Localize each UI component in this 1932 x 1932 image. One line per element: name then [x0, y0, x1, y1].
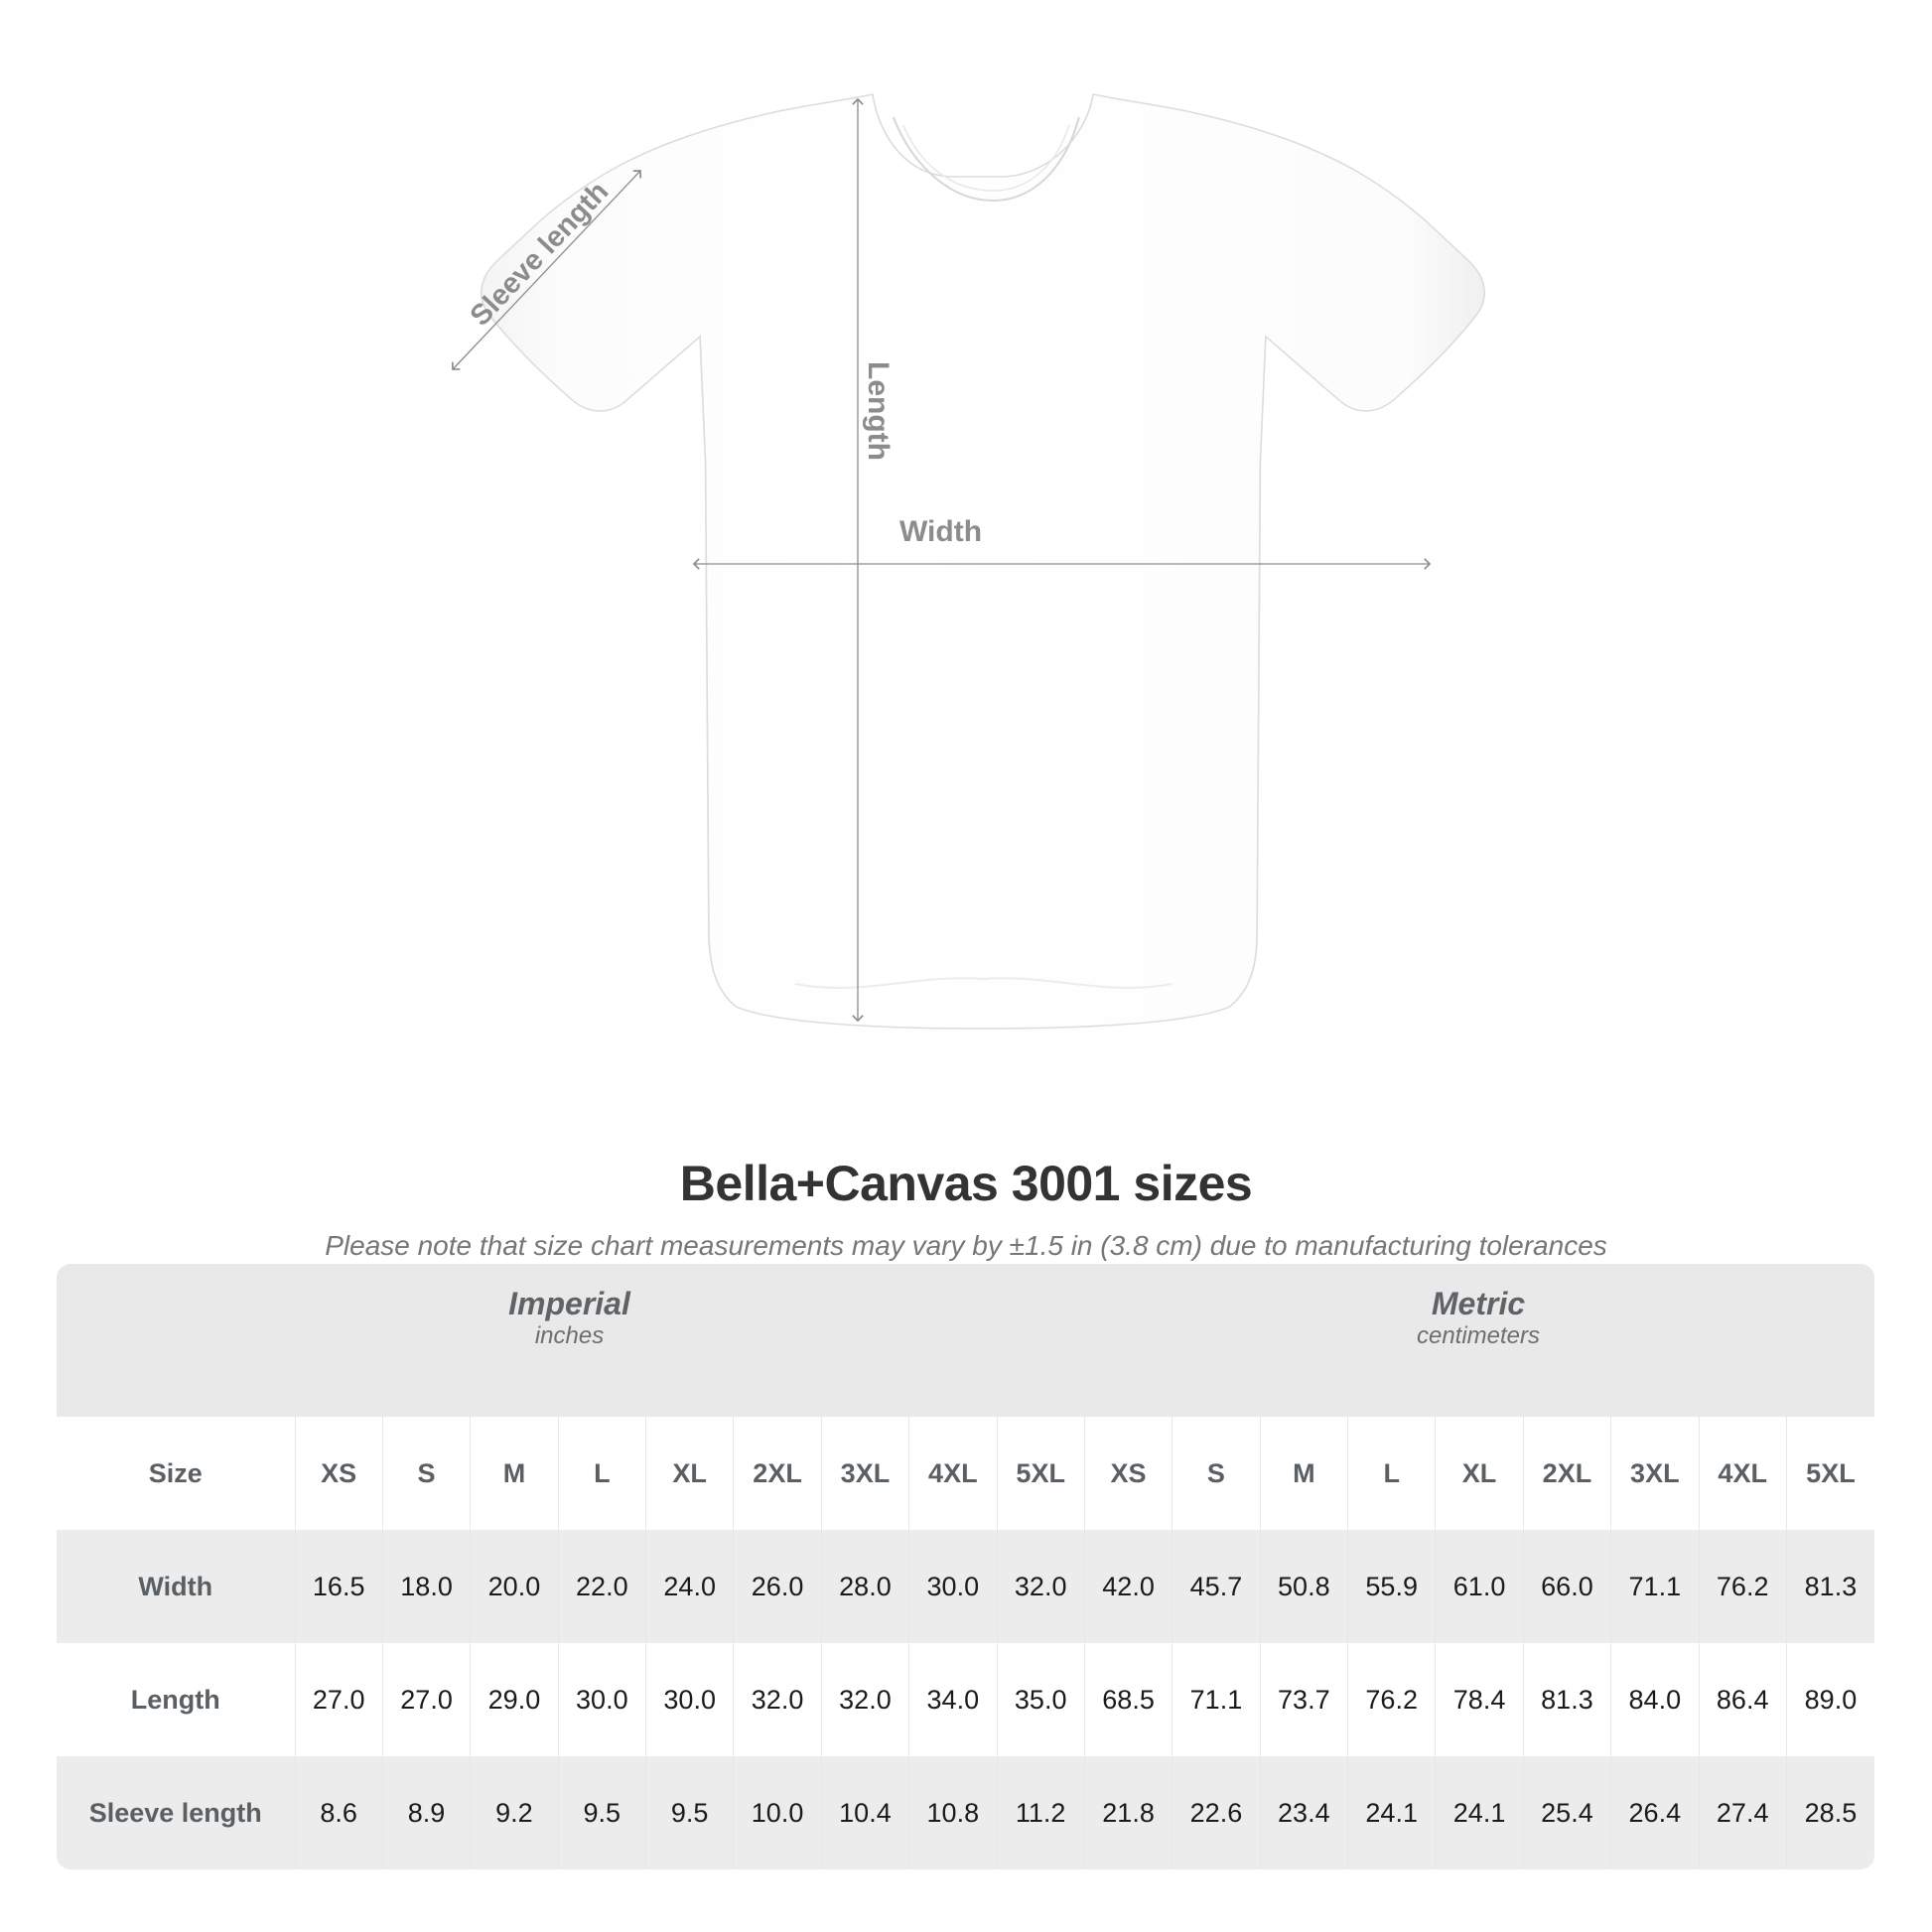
svg-text:Length: Length — [862, 361, 895, 461]
svg-text:Width: Width — [899, 515, 982, 548]
